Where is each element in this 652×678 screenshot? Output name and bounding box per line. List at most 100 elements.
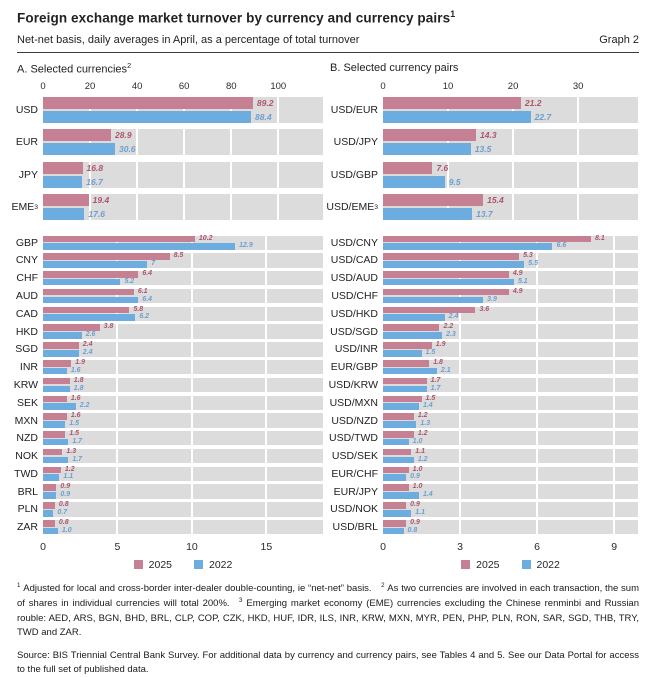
bar-2022-usd-nok xyxy=(383,510,412,517)
gridline xyxy=(536,288,539,304)
gridline xyxy=(447,194,450,220)
value-label: 1.1 xyxy=(63,473,74,481)
legend-label-2022: 2022 xyxy=(536,558,560,571)
gridline xyxy=(116,413,119,428)
gridline xyxy=(89,96,92,123)
value-label: 4.9 xyxy=(512,270,523,278)
gridline xyxy=(459,448,462,464)
value-label: 2.3 xyxy=(446,331,456,339)
value-label: 13.5 xyxy=(474,144,492,154)
gridline xyxy=(459,502,462,517)
gridline xyxy=(190,235,193,250)
value-label: 1.0 xyxy=(61,526,72,534)
source-note: Source: BIS Triennial Central Bank Surve… xyxy=(17,650,639,676)
value-label: 28.9 xyxy=(115,130,132,140)
bar-2022-eme xyxy=(43,208,85,220)
bar-group-eme: 19.4 17.6 xyxy=(43,194,323,220)
bar-group-usd-cad: 5.3 5.5 xyxy=(383,252,638,268)
value-label: 0.8 xyxy=(58,519,69,526)
bar-2025-usd-brl xyxy=(383,520,407,527)
bar-2025-usd-jpy xyxy=(383,129,477,141)
gridline xyxy=(613,520,616,535)
bar-group-usd-nzd: 1.2 1.3 xyxy=(383,413,638,428)
bar-group-usd-eme: 15.4 13.7 xyxy=(383,194,638,220)
bar-2025-usd-nzd xyxy=(383,413,414,420)
category-label-cny: CNY xyxy=(15,254,38,267)
category-label-cad: CAD xyxy=(15,307,38,320)
value-label: 0.9 xyxy=(60,491,71,499)
footnote-text-2: As two currencies are involved in each t… xyxy=(17,582,639,610)
gridline xyxy=(459,413,462,428)
footnote-text-3: Emerging market economy (EME) currencies… xyxy=(17,598,639,638)
legend-2022: 2022 xyxy=(194,559,232,571)
gridline xyxy=(265,431,268,446)
gridline xyxy=(190,413,193,428)
bar-2022-cad xyxy=(43,314,136,322)
gridline xyxy=(190,271,193,286)
gridline xyxy=(447,129,450,155)
bar-group-zar: 0.8 1.0 xyxy=(43,519,323,535)
gridline xyxy=(190,448,193,464)
value-label: 6.4 xyxy=(142,295,153,303)
bar-group-inr: 1.9 1.6 xyxy=(43,359,323,375)
bar-2022-usd-sek xyxy=(383,456,414,464)
value-label: 0.9 xyxy=(410,501,420,509)
value-label: 1.3 xyxy=(66,447,77,455)
value-label: 1.0 xyxy=(412,465,423,473)
value-label: 6.1 xyxy=(137,287,148,295)
category-labels: USD EUR JPY EME 3 xyxy=(11,97,43,227)
gridline xyxy=(613,466,616,482)
value-label: 1.7 xyxy=(72,455,83,463)
axis-tick-label: 9 xyxy=(611,540,618,553)
gridline xyxy=(536,306,539,322)
gridline xyxy=(459,520,462,535)
figure-subtitle-row: Net-net basis, daily averages in April, … xyxy=(17,34,639,46)
value-label: 1.6 xyxy=(70,412,81,420)
bar-2025-chf xyxy=(43,271,139,278)
bar-2025-aud xyxy=(43,288,134,296)
gridline xyxy=(536,448,539,464)
category-label-inr: INR xyxy=(19,361,38,374)
bar-2025-usd-gbp xyxy=(383,161,433,174)
value-label: 2.2 xyxy=(443,323,454,331)
bar-2022-usd-chf xyxy=(383,296,484,304)
value-label: 1.8 xyxy=(73,376,84,384)
value-label: 4.9 xyxy=(512,287,523,295)
value-label: 1.6 xyxy=(70,366,81,374)
bar-2022-usd-krw xyxy=(383,385,427,393)
value-label: 1.6 xyxy=(70,394,81,402)
panel-b-title: B. Selected currency pairs xyxy=(330,62,639,76)
gridline xyxy=(536,342,539,357)
bar-2025-pln xyxy=(43,502,55,509)
bar-2022-usd-cad xyxy=(383,261,525,268)
plot-area: 8.1 6.6 5.3 5.5 4.9 5.1 4.9 3.9 3.6 2.4 2.2 2.3 1.9 1… xyxy=(383,235,638,538)
value-label: 22.7 xyxy=(534,111,552,122)
gridline xyxy=(230,96,233,123)
panel-b-major-pairs-chart: USD/EUR USD/JPY USD/GBP USD/EME 3 21.2 22.7 14.… xyxy=(326,96,639,227)
bar-2022-gbp xyxy=(43,243,236,250)
gridline xyxy=(265,342,268,357)
graph-number-label: Graph 2 xyxy=(599,33,639,46)
axis-tick-label: 20 xyxy=(507,80,519,92)
gridline xyxy=(613,413,616,428)
category-label-usd: USD xyxy=(15,103,38,116)
bar-group-nok: 1.3 1.7 xyxy=(43,447,323,464)
value-label: 0.9 xyxy=(60,483,71,491)
bar-2025-usd-sgd xyxy=(383,324,440,331)
header-divider xyxy=(17,51,639,53)
bar-group-usd-gbp: 7.6 9.5 xyxy=(383,161,638,188)
gridline xyxy=(459,235,462,250)
chart-panels: A. Selected currencies2 0 20 40 60 80 100 USD… xyxy=(11,62,639,572)
bar-group-cad: 5.8 6.2 xyxy=(43,306,323,322)
gridline xyxy=(536,520,539,535)
gridline xyxy=(613,253,616,268)
gridline xyxy=(536,395,539,410)
gridline xyxy=(613,342,616,357)
value-label: 88.4 xyxy=(255,111,272,122)
bar-group-usd-chf: 4.9 3.9 xyxy=(383,287,638,304)
bar-2025-nok xyxy=(43,448,63,456)
gridline xyxy=(116,271,119,286)
gridline xyxy=(577,96,580,123)
value-label: 16.8 xyxy=(86,162,104,173)
bar-2025-jpy xyxy=(43,161,83,174)
